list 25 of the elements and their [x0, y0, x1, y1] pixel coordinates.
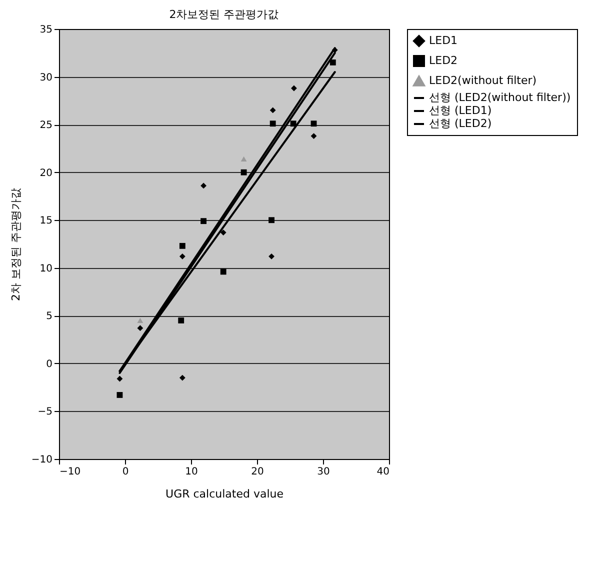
- x-tick-label: 30: [317, 466, 330, 478]
- x-axis-title: UGR calculated value: [166, 488, 284, 500]
- legend-label: LED2: [429, 54, 458, 67]
- legend-label: 선형 (LED2(without filter)): [429, 91, 571, 104]
- y-tick-label: 10: [40, 263, 52, 274]
- x-tick-label: 40: [376, 466, 390, 478]
- y-tick-label: 0: [46, 358, 52, 370]
- y-tick-label: 15: [40, 216, 52, 227]
- y-tick-label: −10: [31, 454, 52, 466]
- x-tick-label: 10: [185, 466, 198, 478]
- y-axis-title: 2차 보정된 주관평가값: [9, 188, 22, 301]
- legend-label: LED1: [429, 34, 458, 47]
- y-tick-label: 35: [40, 24, 52, 36]
- y-tick-label: −5: [38, 406, 52, 418]
- y-tick-label: 20: [40, 168, 52, 179]
- y-tick-label: 5: [46, 311, 52, 322]
- x-tick-label: 0: [122, 466, 129, 478]
- y-tick-label: 30: [40, 72, 52, 84]
- legend-label: 선형 (LED2): [429, 117, 492, 130]
- legend-label: LED2(without filter): [429, 74, 537, 87]
- y-tick-label: 25: [40, 120, 52, 132]
- legend-label: 선형 (LED1): [429, 104, 492, 117]
- x-tick-label: −10: [60, 466, 81, 478]
- x-tick-label: 20: [251, 466, 264, 478]
- chart-title: 2차보정된 주관평가값: [169, 8, 279, 21]
